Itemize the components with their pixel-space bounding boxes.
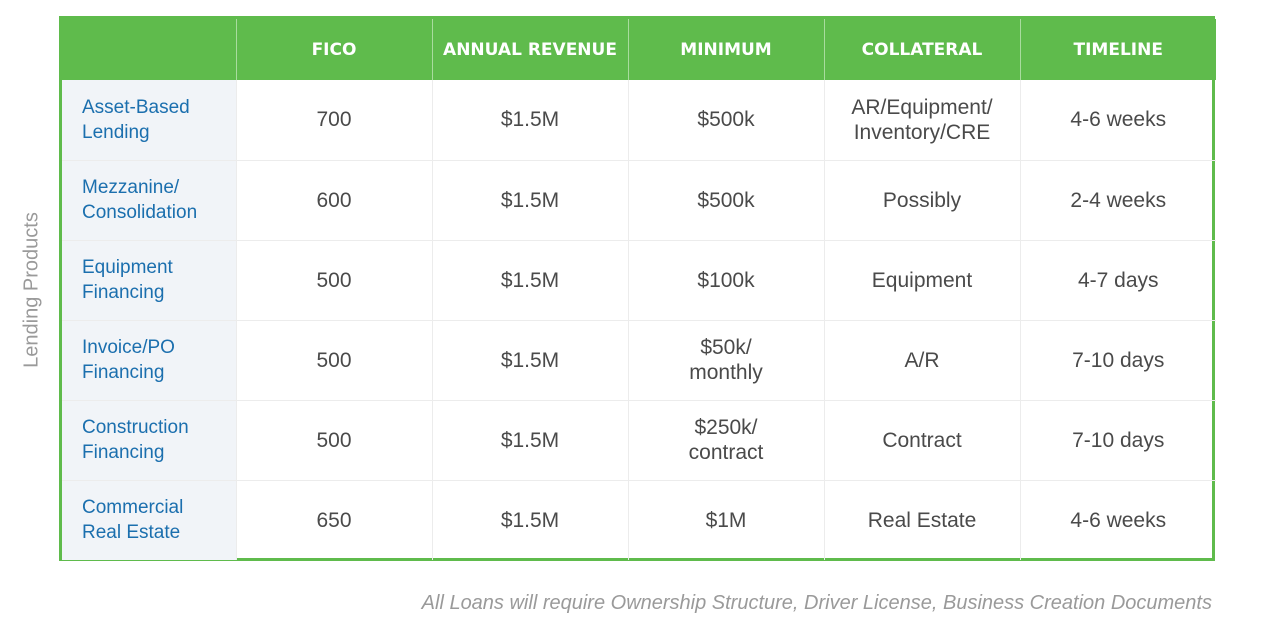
product-line-2: Financing (82, 282, 165, 303)
table-row: Equipment Financing 500 $1.5M $100k Equip… (62, 239, 1216, 320)
product-line-2: Financing (82, 442, 165, 463)
minimum-cell: $500k (627, 80, 824, 160)
table-row: Construction Financing 500 $1.5M $250k/co… (62, 399, 1216, 480)
minimum-line-1: $500k (697, 188, 755, 212)
minimum-cell: $50k/monthly (627, 319, 824, 400)
table-row: Asset-Based Lending 700 $1.5M $500k AR/Eq… (62, 80, 1216, 160)
timeline-cell: 2-4 weeks (1019, 159, 1216, 240)
product-name-cell: Asset-Based Lending (62, 80, 236, 160)
fico-cell: 500 (235, 319, 432, 400)
collateral-cell: Real Estate (823, 479, 1020, 560)
minimum-cell: $1M (627, 479, 824, 560)
product-name-cell: Equipment Financing (62, 239, 236, 320)
timeline-cell: 7-10 days (1019, 319, 1216, 400)
timeline-cell: 4-7 days (1019, 239, 1216, 320)
fico-cell: 700 (235, 80, 432, 160)
revenue-cell: $1.5M (431, 80, 628, 160)
revenue-cell: $1.5M (431, 399, 628, 480)
header-annual-revenue: ANNUAL REVENUE (431, 19, 628, 80)
fico-cell: 600 (235, 159, 432, 240)
minimum-line-1: $250k/ (694, 416, 758, 439)
collateral-line-2: Inventory/CRE (853, 120, 991, 144)
collateral-cell: Possibly (823, 159, 1020, 240)
lending-products-table: FICO ANNUAL REVENUE MINIMUM COLLATERAL T… (59, 16, 1216, 561)
collateral-cell: A/R (823, 319, 1020, 400)
product-name-cell: Construction Financing (62, 399, 236, 480)
table-row: Commercial Real Estate 650 $1.5M $1M Real… (62, 479, 1216, 560)
footnote: All Loans will require Ownership Structu… (421, 592, 1212, 614)
fico-cell: 500 (235, 239, 432, 320)
comparison-table: FICO ANNUAL REVENUE MINIMUM COLLATERAL T… (62, 19, 1216, 560)
product-line-1: Asset-Based (82, 96, 190, 118)
header-collateral: COLLATERAL (823, 19, 1020, 80)
minimum-cell: $500k (627, 159, 824, 240)
minimum-line-1: $500k (697, 108, 755, 132)
collateral-line-1: A/R (904, 348, 940, 372)
product-line-1: Equipment (82, 257, 173, 278)
minimum-line-2: monthly (689, 361, 763, 384)
collateral-line-1: Equipment (871, 268, 973, 292)
product-name-cell: Mezzanine/Consolidation (62, 159, 236, 240)
header-row: FICO ANNUAL REVENUE MINIMUM COLLATERAL T… (62, 19, 1216, 80)
table-row: Invoice/PO Financing 500 $1.5M $50k/month… (62, 319, 1216, 400)
collateral-line-1: Contract (882, 428, 962, 452)
collateral-cell: AR/Equipment/Inventory/CRE (823, 80, 1020, 160)
product-line-2: Lending (82, 121, 150, 143)
product-name-cell: Invoice/PO Financing (62, 319, 236, 400)
revenue-cell: $1.5M (431, 319, 628, 400)
product-line-2: Financing (82, 362, 165, 383)
revenue-cell: $1.5M (431, 159, 628, 240)
minimum-line-1: $1M (705, 508, 747, 532)
minimum-cell: $250k/contract (627, 399, 824, 480)
collateral-line-1: Possibly (882, 188, 962, 212)
header-minimum: MINIMUM (627, 19, 824, 80)
collateral-cell: Equipment (823, 239, 1020, 320)
minimum-line-2: contract (688, 441, 764, 464)
product-line-2: Real Estate (82, 522, 181, 544)
collateral-line-1: AR/Equipment/ (851, 95, 993, 119)
minimum-line-1: $100k (697, 268, 755, 292)
header-product (62, 19, 236, 80)
product-line-1: Commercial (82, 497, 184, 519)
product-line-1: Mezzanine/ (82, 177, 180, 198)
minimum-line-1: $50k/ (700, 336, 752, 359)
header-fico: FICO (235, 19, 432, 80)
header-timeline: TIMELINE (1019, 19, 1216, 80)
minimum-cell: $100k (627, 239, 824, 320)
product-name-cell: Commercial Real Estate (62, 479, 236, 560)
product-line-1: Construction (82, 417, 189, 438)
timeline-cell: 7-10 days (1019, 399, 1216, 480)
collateral-cell: Contract (823, 399, 1020, 480)
fico-cell: 650 (235, 479, 432, 560)
fico-cell: 500 (235, 399, 432, 480)
timeline-cell: 4-6 weeks (1019, 479, 1216, 560)
product-line-1: Invoice/PO (82, 337, 175, 358)
table-row: Mezzanine/Consolidation 600 $1.5M $500k … (62, 159, 1216, 240)
collateral-line-1: Real Estate (867, 508, 977, 532)
timeline-cell: 4-6 weeks (1019, 80, 1216, 160)
revenue-cell: $1.5M (431, 239, 628, 320)
side-label-lending-products: Lending Products (20, 212, 43, 368)
revenue-cell: $1.5M (431, 479, 628, 560)
product-line-2: Consolidation (82, 202, 198, 223)
